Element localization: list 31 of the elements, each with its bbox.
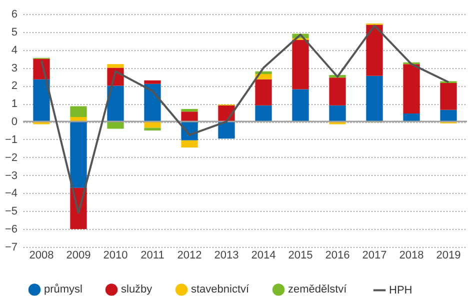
x-tick-label: 2008 — [29, 250, 54, 262]
legend-label: stavebnictví — [191, 284, 250, 296]
legend-label: zemědělství — [288, 284, 348, 296]
x-tick-label: 2015 — [288, 250, 313, 262]
legend-label: služby — [121, 284, 153, 296]
y-tick-label: −1 — [4, 134, 18, 146]
y-tick-label: 3 — [11, 62, 18, 74]
y-tick-label: 2 — [11, 80, 18, 92]
x-tick-label: 2018 — [399, 250, 424, 262]
x-tick-label: 2017 — [362, 250, 387, 262]
x-tick-label: 2009 — [66, 250, 91, 262]
x-tick-label: 2016 — [325, 250, 350, 262]
y-tick-label: −6 — [4, 224, 18, 236]
x-tick-label: 2012 — [177, 250, 202, 262]
y-tick-label: −7 — [4, 242, 18, 254]
legend-label: průmysl — [44, 284, 83, 296]
x-tick-label: 2011 — [140, 250, 164, 262]
y-tick-label: −5 — [4, 206, 18, 218]
y-tick-label: 1 — [11, 98, 18, 110]
x-tick-label: 2019 — [436, 250, 461, 262]
y-tick-label: −4 — [4, 188, 18, 200]
legend-label: HPH — [389, 284, 412, 296]
y-tick-label: 0 — [11, 116, 18, 128]
y-tick-label: −3 — [4, 170, 18, 182]
x-tick-label: 2014 — [251, 250, 276, 262]
y-tick-label: 6 — [11, 8, 18, 20]
x-tick-label: 2010 — [103, 250, 128, 262]
x-tick-label: 2013 — [214, 250, 239, 262]
y-tick-label: 5 — [11, 26, 18, 38]
y-tick-label: −2 — [4, 152, 18, 164]
y-tick-label: 4 — [11, 44, 18, 56]
